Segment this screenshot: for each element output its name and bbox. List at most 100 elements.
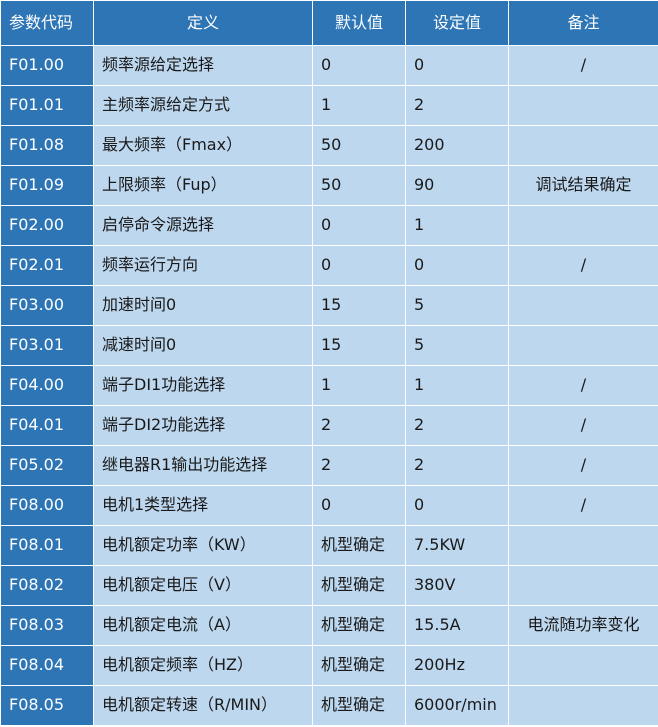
cell-set-value: 0 [405,245,509,286]
table-row: F01.08 最大频率（Fmax） 50 200 [0,125,658,166]
cell-definition: 启停命令源选择 [93,205,313,246]
cell-parameter-code: F03.00 [0,285,94,326]
cell-remark: / [508,45,658,86]
table-header-row: 参数代码 定义 默认值 设定值 备注 [0,0,658,46]
cell-set-value: 2 [405,85,509,126]
table-row: F03.01 减速时间0 15 5 [0,325,658,366]
cell-remark [508,125,658,166]
table-row: F08.01 电机额定功率（KW） 机型确定 7.5KW [0,525,658,566]
cell-remark [508,325,658,366]
cell-parameter-code: F01.08 [0,125,94,166]
cell-definition: 加速时间0 [93,285,313,326]
cell-definition: 电机额定电压（V） [93,565,313,606]
cell-set-value: 380V [405,565,509,606]
cell-parameter-code: F01.09 [0,165,94,206]
cell-definition: 最大频率（Fmax） [93,125,313,166]
table-row: F08.05 电机额定转速（R/MIN） 机型确定 6000r/min [0,685,658,726]
cell-remark: / [508,405,658,446]
cell-definition: 端子DI1功能选择 [93,365,313,406]
cell-remark: 电流随功率变化 [508,605,658,646]
cell-default-value: 0 [312,45,406,86]
cell-set-value: 15.5A [405,605,509,646]
cell-default-value: 0 [312,205,406,246]
table-row: F08.04 电机额定频率（HZ） 机型确定 200Hz [0,645,658,686]
table-row: F03.00 加速时间0 15 5 [0,285,658,326]
cell-set-value: 0 [405,45,509,86]
cell-remark [508,205,658,246]
cell-definition: 电机1类型选择 [93,485,313,526]
table-row: F02.00 启停命令源选择 0 1 [0,205,658,246]
cell-remark [508,285,658,326]
column-header-code: 参数代码 [0,0,94,46]
cell-parameter-code: F08.03 [0,605,94,646]
cell-parameter-code: F02.00 [0,205,94,246]
cell-definition: 频率源给定选择 [93,45,313,86]
table-row: F01.09 上限频率（Fup） 50 90 调试结果确定 [0,165,658,206]
cell-set-value: 1 [405,365,509,406]
cell-set-value: 2 [405,405,509,446]
cell-definition: 继电器R1输出功能选择 [93,445,313,486]
cell-definition: 电机额定电流（A） [93,605,313,646]
cell-default-value: 1 [312,85,406,126]
table-row: F05.02 继电器R1输出功能选择 2 2/ [0,445,658,486]
cell-definition: 主频率源给定方式 [93,85,313,126]
table-row: F04.01 端子DI2功能选择 2 2/ [0,405,658,446]
cell-parameter-code: F01.00 [0,45,94,86]
cell-remark [508,645,658,686]
table-row: F08.02 电机额定电压（V） 机型确定 380V [0,565,658,606]
cell-definition: 端子DI2功能选择 [93,405,313,446]
cell-remark: / [508,485,658,526]
cell-default-value: 1 [312,365,406,406]
cell-set-value: 5 [405,285,509,326]
column-header-set-value: 设定值 [405,0,509,46]
cell-default-value: 0 [312,485,406,526]
column-header-definition: 定义 [93,0,313,46]
table-row: F04.00 端子DI1功能选择 1 1/ [0,365,658,406]
cell-default-value: 机型确定 [312,645,406,686]
table-header: 参数代码 定义 默认值 设定值 备注 [0,0,658,46]
cell-parameter-code: F08.00 [0,485,94,526]
cell-definition: 上限频率（Fup） [93,165,313,206]
cell-parameter-code: F04.01 [0,405,94,446]
cell-parameter-code: F05.02 [0,445,94,486]
cell-remark [508,685,658,726]
cell-definition: 电机额定转速（R/MIN） [93,685,313,726]
cell-remark: / [508,245,658,286]
table-body: F01.00 频率源给定选择 0 0/F01.01 主频率源给定方式 1 2 F01.08 最大… [0,45,658,726]
cell-definition: 电机额定频率（HZ） [93,645,313,686]
cell-default-value: 2 [312,445,406,486]
cell-default-value: 50 [312,165,406,206]
cell-default-value: 0 [312,245,406,286]
table-row: F01.00 频率源给定选择 0 0/ [0,45,658,86]
cell-set-value: 0 [405,485,509,526]
cell-remark [508,565,658,606]
cell-remark: / [508,365,658,406]
cell-definition: 频率运行方向 [93,245,313,286]
table-row: F02.01 频率运行方向 0 0/ [0,245,658,286]
column-header-remark: 备注 [508,0,658,46]
cell-set-value: 1 [405,205,509,246]
cell-set-value: 6000r/min [405,685,509,726]
cell-default-value: 15 [312,285,406,326]
cell-remark [508,85,658,126]
table-row: F01.01 主频率源给定方式 1 2 [0,85,658,126]
cell-remark: 调试结果确定 [508,165,658,206]
cell-default-value: 机型确定 [312,525,406,566]
cell-set-value: 200 [405,125,509,166]
cell-parameter-code: F08.02 [0,565,94,606]
cell-parameter-code: F03.01 [0,325,94,366]
cell-default-value: 机型确定 [312,565,406,606]
cell-remark [508,525,658,566]
cell-parameter-code: F04.00 [0,365,94,406]
cell-default-value: 机型确定 [312,605,406,646]
cell-default-value: 50 [312,125,406,166]
cell-parameter-code: F08.05 [0,685,94,726]
table-row: F08.00 电机1类型选择 0 0/ [0,485,658,526]
column-header-default-value: 默认值 [312,0,406,46]
cell-set-value: 90 [405,165,509,206]
cell-set-value: 5 [405,325,509,366]
cell-parameter-code: F02.01 [0,245,94,286]
cell-definition: 减速时间0 [93,325,313,366]
cell-set-value: 7.5KW [405,525,509,566]
